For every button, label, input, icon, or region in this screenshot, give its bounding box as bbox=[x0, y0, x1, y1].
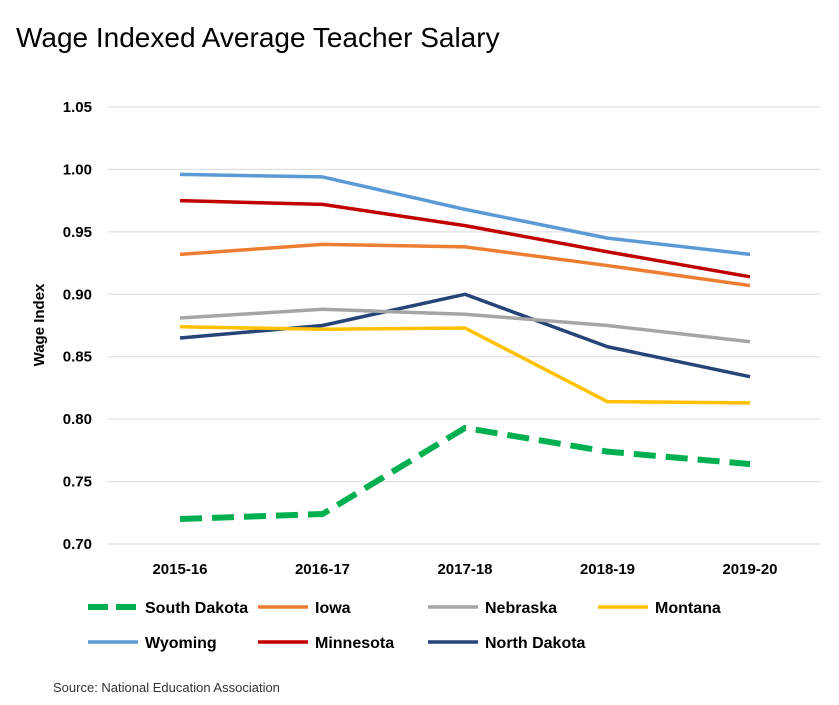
x-tick-labels: 2015-16 2016-17 2017-18 2018-19 2019-20 bbox=[152, 561, 777, 578]
y-tick-label: 1.00 bbox=[63, 161, 92, 178]
legend-label-south-dakota: South Dakota bbox=[145, 600, 248, 617]
y-tick-label: 0.85 bbox=[63, 349, 92, 366]
series-line-north-dakota bbox=[179, 292, 751, 379]
legend-label-nebraska: Nebraska bbox=[485, 600, 557, 617]
x-tick-label: 2019-20 bbox=[722, 561, 777, 578]
series-line-nebraska bbox=[179, 307, 751, 344]
legend-label-iowa: Iowa bbox=[315, 600, 351, 617]
y-tick-label: 0.70 bbox=[63, 536, 92, 553]
legend-label-north-dakota: North Dakota bbox=[485, 635, 586, 652]
y-tick-label: 0.90 bbox=[63, 286, 92, 303]
legend-label-wyoming: Wyoming bbox=[145, 635, 217, 652]
x-tick-label: 2016-17 bbox=[295, 561, 350, 578]
series-line-montana bbox=[179, 324, 751, 405]
legend: South Dakota Iowa Nebraska Montana Wyoming Mi… bbox=[88, 600, 721, 652]
series-line-minnesota bbox=[179, 198, 751, 279]
legend-label-minnesota: Minnesota bbox=[315, 635, 394, 652]
y-tick-label: 0.75 bbox=[63, 474, 92, 491]
series-line-iowa bbox=[179, 242, 751, 288]
x-tick-label: 2017-18 bbox=[437, 561, 492, 578]
series-line-south-dakota bbox=[179, 424, 751, 523]
series-line-wyoming bbox=[179, 172, 751, 257]
y-tick-label: 1.05 bbox=[63, 99, 92, 116]
y-tick-labels: 0.70 0.75 0.80 0.85 0.90 0.95 1.00 1.05 bbox=[63, 99, 92, 553]
source-note: Source: National Education Association bbox=[53, 680, 280, 695]
x-tick-label: 2015-16 bbox=[152, 561, 207, 578]
y-tick-label: 0.80 bbox=[63, 411, 92, 428]
series-lines bbox=[179, 172, 751, 523]
legend-label-montana: Montana bbox=[655, 600, 721, 617]
y-tick-label: 0.95 bbox=[63, 224, 92, 241]
gridlines bbox=[108, 106, 820, 545]
chart-title: Wage Indexed Average Teacher Salary bbox=[16, 22, 500, 53]
x-tick-label: 2018-19 bbox=[580, 561, 635, 578]
y-axis-label: Wage Index bbox=[31, 283, 48, 366]
